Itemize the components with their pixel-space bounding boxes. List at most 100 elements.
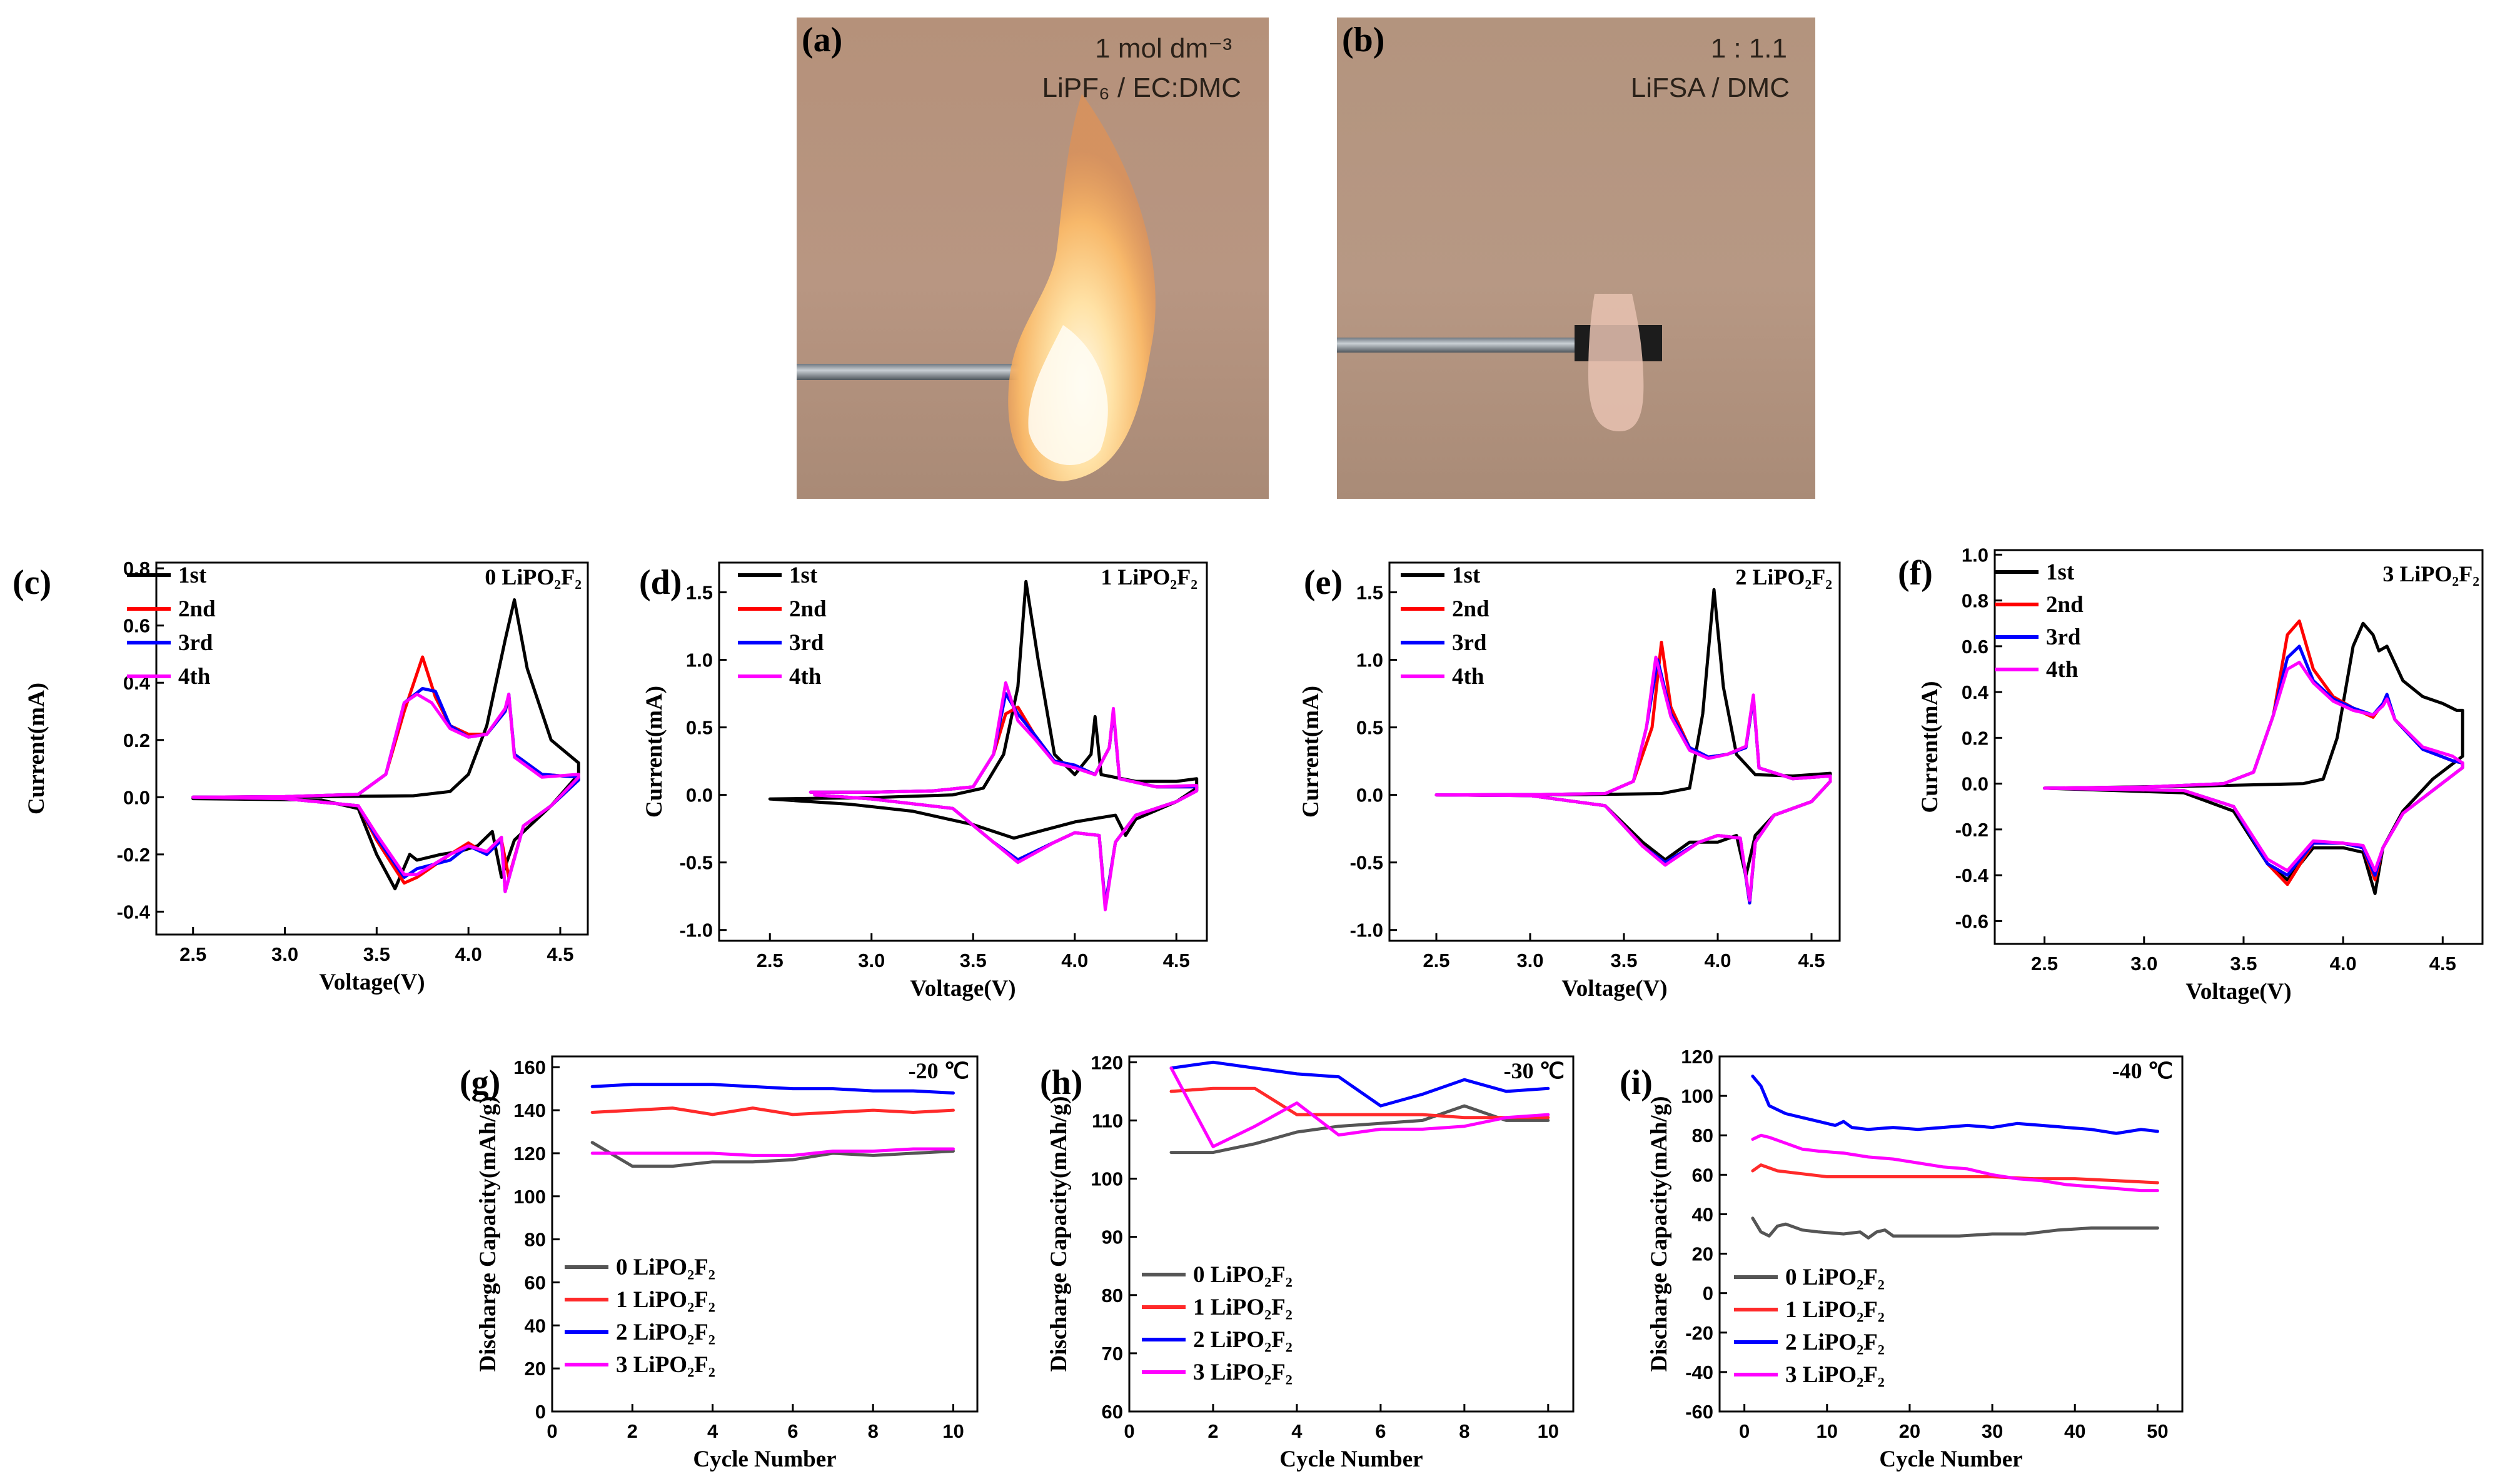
y-tick-label: 140 [513, 1100, 546, 1121]
legend-label: 0 LiPO₂F₂ [616, 1255, 715, 1280]
legend-label: 2nd [2046, 592, 2084, 618]
y-tick-label: 1.0 [1962, 544, 1988, 566]
x-tick-label: 10 [1538, 1420, 1559, 1442]
y-tick-label: 120 [1681, 1046, 1713, 1068]
y-tick-label: 20 [1692, 1243, 1713, 1265]
series-line [590, 1083, 955, 1095]
y-tick-label: 70 [1102, 1343, 1123, 1365]
legend-label: 1st [1452, 563, 1481, 588]
legend-label: 2 LiPO₂F₂ [1785, 1330, 1885, 1355]
series-line [1751, 1075, 2159, 1135]
series-line [1169, 1060, 1550, 1108]
y-tick-label: 1.5 [1356, 582, 1383, 604]
y-tick-label: -60 [1685, 1401, 1713, 1423]
y-tick-label: 60 [525, 1271, 546, 1293]
x-tick-label: 4.0 [455, 943, 482, 965]
chart-title: 3 LiPO₂F₂ [2382, 561, 2479, 586]
series-line [191, 598, 580, 891]
x-tick-label: 3.5 [2230, 953, 2257, 975]
y-tick-label: 0.2 [123, 729, 150, 751]
x-tick-label: 0 [1124, 1420, 1134, 1442]
x-tick-label: 50 [2147, 1420, 2168, 1442]
x-tick-label: 4.5 [2429, 953, 2456, 975]
x-axis-label: Voltage(V) [319, 970, 425, 995]
y-tick-label: 0 [535, 1401, 546, 1423]
photo-a-label: (a) [802, 21, 842, 59]
legend-label: 3 LiPO₂F₂ [1193, 1360, 1293, 1385]
panel-label: (g) [460, 1063, 500, 1102]
plot-frame [1718, 1055, 2184, 1413]
legend-label: 3rd [1452, 630, 1487, 656]
x-tick-label: 4 [1291, 1420, 1303, 1442]
series-line [191, 686, 580, 893]
x-tick-label: 3.0 [1516, 950, 1543, 971]
chart-title: 2 LiPO₂F₂ [1735, 564, 1832, 589]
series-line [2043, 644, 2464, 877]
y-tick-label: 0 [1703, 1283, 1713, 1305]
y-tick-label: 0.0 [123, 786, 150, 808]
x-axis-label: Cycle Number [1879, 1446, 2022, 1472]
x-tick-label: 40 [2064, 1420, 2085, 1442]
y-axis-label: Current(mA) [1298, 686, 1324, 818]
panel-label: (e) [1304, 563, 1343, 602]
series-line [768, 579, 1199, 840]
legend-label: 3 LiPO₂F₂ [616, 1352, 715, 1378]
y-tick-label: -0.4 [1955, 865, 1989, 886]
y-tick-label: -0.2 [1955, 819, 1988, 841]
y-tick-label: 80 [1102, 1285, 1123, 1306]
chart-title: -40 ℃ [2112, 1058, 2173, 1083]
x-tick-label: 10 [1817, 1420, 1838, 1442]
photo-b-rod [1337, 338, 1581, 353]
y-tick-label: 60 [1692, 1164, 1713, 1186]
legend-label: 2nd [1452, 596, 1489, 622]
chart-c: 2.5 3.0 3.5 4.0 4.5-0.4-0.20.00.20.40.60.8Vo… [13, 558, 589, 995]
series-line [1434, 655, 1832, 902]
x-tick-label: 3.0 [271, 943, 298, 965]
plot-frame [1128, 1055, 1575, 1413]
legend-label: 4th [789, 664, 822, 689]
x-tick-label: 10 [942, 1420, 964, 1442]
legend-label: 3rd [2046, 624, 2081, 650]
y-tick-label: 80 [1692, 1125, 1713, 1146]
y-axis-label: Current(mA) [24, 683, 49, 815]
series-line [1751, 1163, 2159, 1185]
y-tick-label: 0.0 [686, 785, 713, 806]
y-tick-label: 0.0 [1356, 785, 1383, 806]
legend-label: 2nd [178, 596, 216, 622]
y-tick-label: 40 [1692, 1203, 1713, 1225]
legend-label: 4th [2046, 657, 2079, 683]
y-axis-label: Discharge Capacity(mAh/g) [1046, 1096, 1072, 1372]
x-axis-label: Voltage(V) [1561, 976, 1667, 1001]
x-tick-label: 2.5 [2031, 953, 2058, 975]
legend-label: 0 LiPO₂F₂ [1193, 1262, 1293, 1288]
photo-a-caption-line1: 1 mol dm⁻³ [1095, 33, 1232, 64]
plot-frame [1388, 561, 1841, 942]
y-axis-label: Discharge Capacity(mAh/g) [475, 1096, 501, 1372]
chart-h: 0 2 4 6 8 10 60 70 80 90 100 110 120 Cycle Number Disc… [1040, 1051, 1575, 1472]
y-tick-label: -1.0 [1350, 920, 1383, 941]
x-tick-label: 4.5 [1163, 950, 1190, 971]
y-tick-label: 100 [1681, 1085, 1713, 1107]
series-line [1169, 1086, 1550, 1120]
y-tick-label: -0.6 [1955, 910, 1988, 932]
panel-label: (f) [1898, 554, 1933, 593]
chart-e: 2.5 3.0 3.5 4.0 4.5 -1.0 -0.5 0.0 0.5 1.0 1.5 Volta… [1298, 561, 1841, 1001]
x-tick-label: 8 [1459, 1420, 1469, 1442]
y-tick-label: -0.5 [1350, 852, 1383, 874]
x-axis-label: Cycle Number [1279, 1446, 1423, 1472]
photo-b-caption-line2: LiFSA / DMC [1631, 73, 1790, 103]
photo-b: (b) 1 : 1.1 LiFSA / DMC [1337, 18, 1815, 499]
panel-label: (d) [639, 563, 682, 602]
x-tick-label: 3.0 [2130, 953, 2157, 975]
legend-label: 2 LiPO₂F₂ [616, 1320, 715, 1345]
panel-label: (i) [1620, 1063, 1653, 1102]
series-line [2043, 661, 2464, 873]
photo-b-background [1337, 18, 1815, 499]
photo-b-vial [1588, 294, 1644, 431]
chart-title: 0 LiPO₂F₂ [485, 564, 582, 589]
x-tick-label: 3.5 [363, 943, 390, 965]
y-tick-label: -40 [1685, 1361, 1713, 1383]
y-tick-label: 1.5 [686, 582, 713, 604]
